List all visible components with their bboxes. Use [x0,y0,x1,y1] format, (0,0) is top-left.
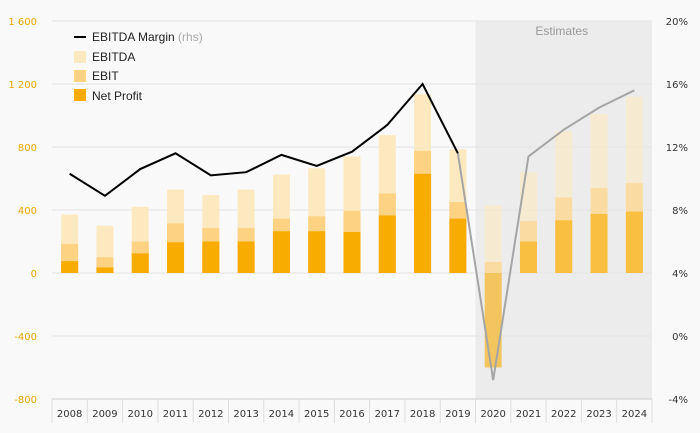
estimates-label: Estimates [535,24,588,38]
legend-ebitda-margin: EBITDA Margin (rhs) [92,30,203,44]
x-tick-label: 2014 [269,409,294,420]
left-tick-label: -800 [14,395,37,406]
left-tick-label: -400 [14,332,37,343]
right-tick-label: 12% [666,143,688,154]
net-profit-bar [590,213,608,273]
x-tick-label: 2020 [480,409,505,420]
legend: EBITDA Margin (rhs) EBITDA EBIT Net Prof… [74,30,203,103]
legend-ebit: EBIT [92,69,119,83]
x-tick-label: 2012 [198,409,223,420]
x-tick-label: 2021 [516,409,541,420]
x-tick-label: 2015 [304,409,329,420]
ebitda-bar [484,205,502,273]
net-profit-bar [272,231,290,273]
left-tick-label: 1 200 [8,80,37,91]
net-profit-bar [96,267,114,273]
left-tick-label: 0 [31,269,37,280]
right-axis: -4% 0% 4% 8% 12% 16% 20% [666,17,688,406]
legend-ebitda: EBITDA [92,50,135,64]
x-tick-label: 2008 [57,409,82,420]
right-tick-label: 8% [672,206,688,217]
net-profit-bar [625,211,643,273]
net-profit-bar [202,241,220,273]
bars [61,94,643,368]
legend-net-profit-swatch [74,89,86,101]
x-tick-label: 2013 [233,409,258,420]
net-profit-bar [167,242,185,273]
x-tick-label: 2024 [622,409,647,420]
x-tick-label: 2022 [551,409,576,420]
net-profit-bar [484,273,502,368]
x-tick-label: 2023 [586,409,611,420]
x-tick-label: 2019 [445,409,470,420]
right-tick-label: 16% [666,80,688,91]
net-profit-bar [519,241,537,273]
x-tick-label: 2010 [128,409,153,420]
left-tick-label: 400 [18,206,37,217]
net-profit-bar [237,241,255,273]
left-tick-label: 800 [18,143,37,154]
margin-line [69,82,635,381]
x-tick-label: 2009 [92,409,117,420]
right-tick-label: 0% [672,332,688,343]
margin-line-estimates [456,89,635,381]
net-profit-bar [414,173,432,273]
left-axis: -800 -400 0 400 800 1 200 1 600 [8,17,37,406]
net-profit-bar [555,220,573,273]
net-profit-bar [449,218,467,273]
net-profit-bar [378,215,396,273]
margin-line-actual [69,82,459,198]
ebit-bar [484,261,502,273]
left-tick-label: 1 600 [8,17,37,28]
right-tick-label: 20% [666,17,688,28]
right-tick-label: 4% [672,269,688,280]
right-tick-label: -4% [669,395,688,406]
legend-net-profit: Net Profit [92,89,143,103]
x-tick-label: 2011 [163,409,188,420]
x-tick-label: 2016 [339,409,364,420]
x-tick-label: 2017 [375,409,400,420]
net-profit-bar [343,232,361,273]
net-profit-bar [308,231,326,273]
x-axis: 2008 2009 2010 2011 2012 2013 2014 2015 2016 2017… [51,398,653,423]
legend-ebit-swatch [74,70,86,82]
legend-ebitda-swatch [74,51,86,63]
net-profit-bar [131,253,149,273]
net-profit-bar [61,261,79,273]
x-tick-label: 2018 [410,409,435,420]
